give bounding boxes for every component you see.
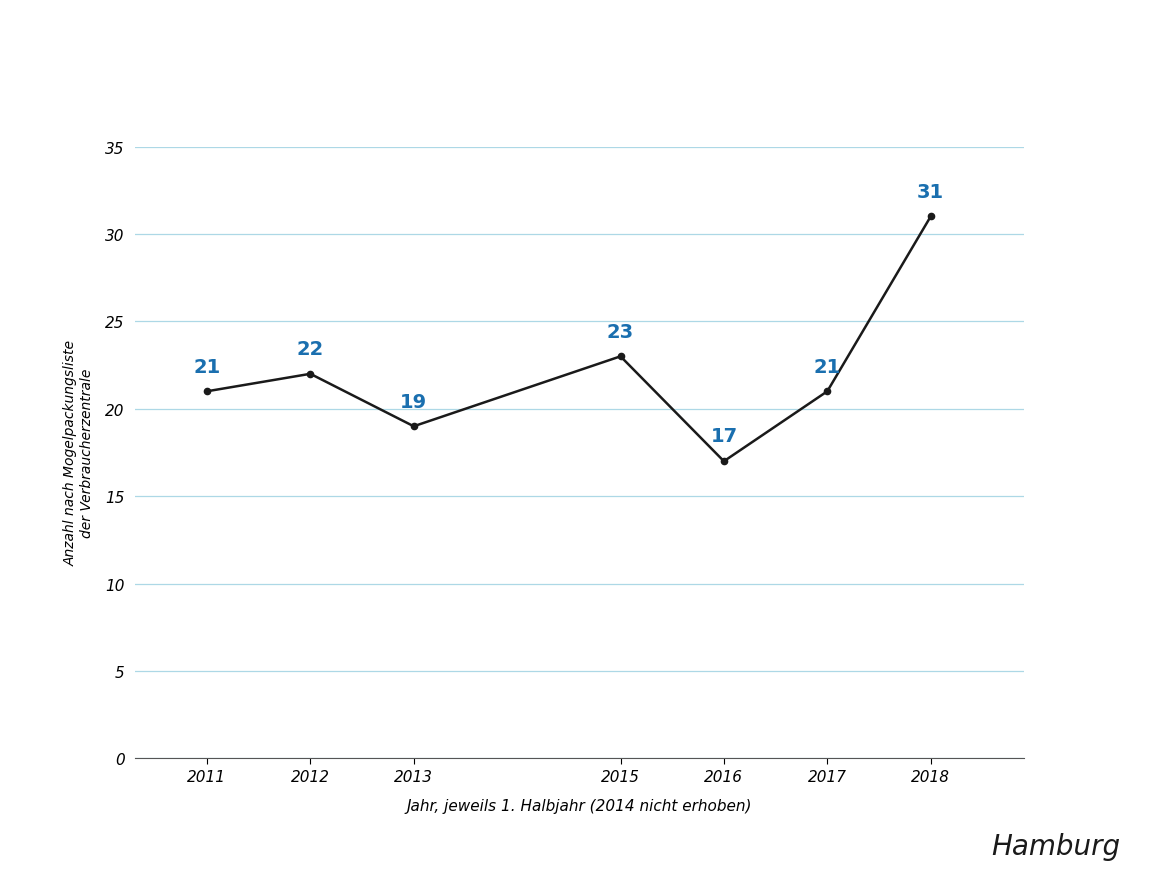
Text: Hamburg: Hamburg: [991, 832, 1121, 860]
X-axis label: Jahr, jeweils 1. Halbjahr (2014 nicht erhoben): Jahr, jeweils 1. Halbjahr (2014 nicht er…: [406, 798, 752, 813]
Text: Bildmaterial: Verbraucherzentrale Hamburg: Bildmaterial: Verbraucherzentrale Hambur…: [15, 816, 289, 829]
Text: 21: 21: [813, 357, 841, 376]
Text: verbraucherzentrale: verbraucherzentrale: [963, 754, 1149, 769]
Text: 17: 17: [710, 427, 737, 446]
Text: MELDUNGEN ZU VERSTECKTEN PREISERHÖHUNGEN: MELDUNGEN ZU VERSTECKTEN PREISERHÖHUNGEN: [26, 29, 952, 60]
Text: BEI LEBENSMITTELN: BEI LEBENSMITTELN: [26, 86, 390, 117]
Text: 23: 23: [607, 322, 634, 341]
Text: 19: 19: [400, 392, 427, 411]
Text: 22: 22: [297, 339, 324, 359]
Y-axis label: Anzahl nach Mogelpackungsliste
der Verbraucherzentrale: Anzahl nach Mogelpackungsliste der Verbr…: [64, 340, 95, 566]
Text: 21: 21: [193, 357, 221, 376]
Text: 31: 31: [917, 182, 944, 202]
Text: © Verbraucherzentrale Hamburg  |  www.vzhh.de  |  facebook.com/vzhh  |  twitter.: © Verbraucherzentrale Hamburg | www.vzhh…: [15, 852, 707, 865]
